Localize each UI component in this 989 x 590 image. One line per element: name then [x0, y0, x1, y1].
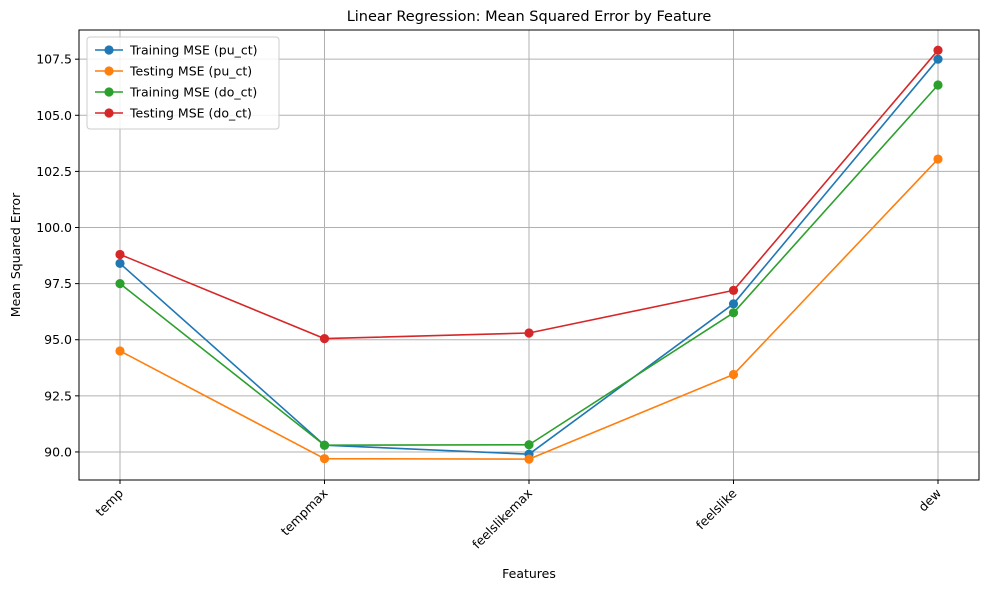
x-tick-label: dew	[915, 486, 944, 515]
data-point	[115, 249, 125, 260]
y-tick-label: 105.0	[36, 108, 72, 123]
data-point	[728, 369, 739, 380]
legend-swatch-marker	[104, 45, 114, 55]
x-tick-label: tempmax	[278, 486, 331, 539]
legend-label: Training MSE (pu_ct)	[129, 43, 258, 58]
x-tick-label: temp	[92, 485, 126, 519]
y-axis-label: Mean Squared Error	[8, 192, 23, 317]
x-tick-label: feelslike	[693, 485, 740, 532]
data-point	[933, 54, 943, 64]
chart-title: Linear Regression: Mean Squared Error by…	[347, 9, 712, 25]
y-tick-label: 102.5	[36, 164, 72, 179]
data-point	[524, 328, 534, 338]
data-point	[115, 258, 125, 269]
x-tick-label: feelslikemax	[469, 486, 535, 552]
legend-label: Testing MSE (pu_ct)	[129, 64, 252, 79]
legend-swatch-marker	[104, 87, 114, 97]
y-tick-label: 92.5	[44, 388, 72, 403]
data-point	[728, 299, 739, 309]
legend-label: Training MSE (do_ct)	[129, 85, 257, 100]
y-tick-label: 107.5	[36, 52, 72, 67]
data-point	[728, 285, 739, 295]
legend-swatch-marker	[104, 108, 114, 118]
data-point	[524, 454, 534, 464]
data-point	[933, 80, 943, 90]
data-point	[319, 440, 330, 450]
data-point	[319, 334, 330, 344]
data-point	[933, 154, 943, 164]
y-tick-label: 90.0	[44, 444, 72, 459]
data-point	[524, 440, 534, 450]
y-tick-label: 100.0	[36, 220, 72, 235]
x-axis-label: Features	[502, 566, 556, 581]
legend-box	[86, 36, 280, 130]
data-point	[728, 308, 739, 318]
y-tick-label: 95.0	[44, 332, 72, 347]
legend-label: Testing MSE (do_ct)	[129, 106, 252, 121]
legend: Training MSE (pu_ct) Testing MSE (pu_ct) T…	[86, 36, 280, 130]
data-point	[319, 454, 330, 464]
legend-swatch-marker	[104, 66, 114, 76]
data-point	[115, 279, 125, 289]
data-series	[115, 45, 943, 464]
data-point	[115, 346, 125, 356]
y-tick-label: 97.5	[44, 276, 72, 291]
data-point	[933, 45, 943, 55]
